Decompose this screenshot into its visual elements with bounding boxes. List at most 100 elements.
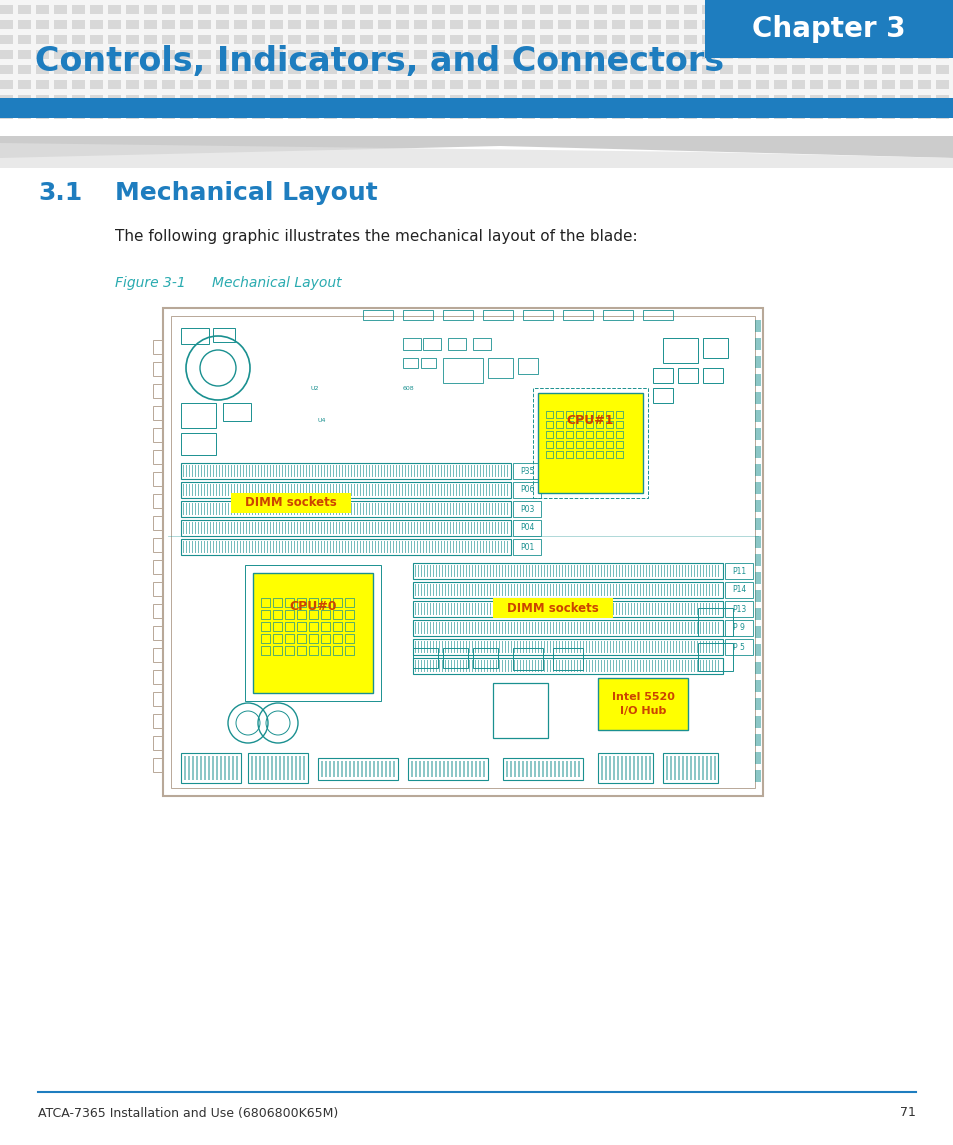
Bar — [564, 564, 566, 577]
Bar — [291, 756, 293, 780]
Bar — [637, 641, 638, 653]
Bar — [395, 35, 409, 44]
Bar — [496, 603, 497, 615]
Bar — [285, 484, 286, 496]
Bar — [651, 622, 653, 634]
Bar — [254, 522, 256, 534]
Bar — [503, 19, 517, 29]
Bar — [645, 564, 647, 577]
Bar — [645, 641, 647, 653]
Bar — [340, 761, 343, 777]
Bar — [210, 522, 212, 534]
Bar — [0, 110, 13, 119]
Bar — [414, 110, 427, 119]
Bar — [754, 680, 760, 692]
Bar — [469, 622, 470, 634]
Bar — [629, 19, 642, 29]
Bar — [600, 756, 602, 780]
Bar — [285, 465, 286, 477]
Bar — [415, 564, 416, 577]
Bar — [754, 662, 760, 674]
Bar — [556, 441, 562, 448]
Bar — [338, 522, 340, 534]
Bar — [215, 110, 229, 119]
Bar — [535, 584, 536, 597]
Bar — [702, 368, 722, 382]
Bar — [356, 522, 358, 534]
Bar — [419, 484, 421, 496]
Bar — [333, 610, 341, 619]
Bar — [645, 584, 647, 597]
Bar — [666, 584, 668, 597]
Bar — [324, 50, 336, 60]
Bar — [565, 431, 573, 439]
Bar — [612, 110, 624, 119]
Bar — [471, 465, 472, 477]
Bar — [415, 660, 416, 672]
Bar — [0, 0, 953, 100]
Bar — [108, 50, 121, 60]
Bar — [257, 540, 259, 553]
Bar — [341, 35, 355, 44]
Bar — [492, 522, 493, 534]
Bar — [579, 564, 581, 577]
Bar — [440, 540, 442, 553]
Bar — [540, 564, 542, 577]
Bar — [511, 641, 512, 653]
Bar — [669, 584, 671, 597]
Bar — [324, 80, 336, 89]
Bar — [204, 522, 205, 534]
Bar — [665, 110, 679, 119]
Bar — [261, 610, 270, 619]
Bar — [755, 65, 768, 74]
Bar — [621, 641, 623, 653]
Bar — [755, 80, 768, 89]
Bar — [672, 622, 674, 634]
Bar — [496, 584, 497, 597]
Bar — [366, 540, 367, 553]
Bar — [608, 756, 610, 780]
Bar — [377, 522, 379, 534]
Bar — [225, 522, 226, 534]
Bar — [194, 522, 196, 534]
Bar — [435, 540, 436, 553]
Bar — [299, 522, 301, 534]
Bar — [408, 484, 409, 496]
Bar — [291, 503, 293, 515]
Bar — [546, 584, 548, 597]
Bar — [603, 564, 605, 577]
Bar — [574, 564, 575, 577]
Bar — [240, 522, 241, 534]
Bar — [377, 484, 379, 496]
Bar — [606, 564, 608, 577]
Bar — [450, 503, 451, 515]
Bar — [609, 603, 611, 615]
Bar — [506, 540, 508, 553]
Bar — [225, 484, 226, 496]
Bar — [629, 50, 642, 60]
Bar — [482, 522, 484, 534]
Bar — [754, 447, 760, 458]
Bar — [215, 522, 217, 534]
Bar — [567, 622, 569, 634]
Bar — [285, 646, 294, 655]
Bar — [453, 503, 454, 515]
Bar — [236, 465, 238, 477]
Bar — [537, 622, 539, 634]
Bar — [395, 5, 409, 14]
Bar — [588, 584, 590, 597]
Bar — [335, 522, 337, 534]
Bar — [488, 358, 513, 378]
Bar — [210, 484, 212, 496]
Bar — [405, 540, 406, 553]
Bar — [252, 5, 265, 14]
Bar — [574, 641, 575, 653]
Bar — [252, 522, 253, 534]
Bar — [588, 603, 590, 615]
Bar — [604, 756, 606, 780]
Bar — [485, 465, 487, 477]
Bar — [413, 619, 722, 635]
Bar — [633, 756, 635, 780]
Bar — [479, 522, 481, 534]
Bar — [490, 564, 491, 577]
